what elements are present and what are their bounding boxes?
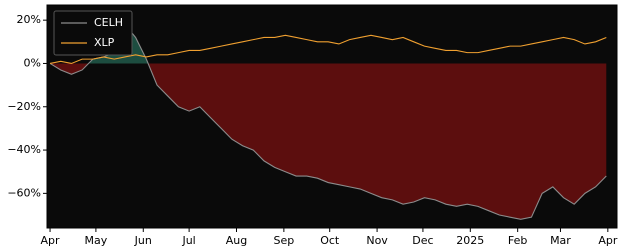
x-tick-label: Oct [320,234,340,247]
x-tick-label: Jul [181,234,195,247]
y-tick-label: −20% [7,100,41,113]
series-line [49,23,607,220]
x-tick-label: Mar [550,234,571,247]
x-tick-label: Dec [412,234,433,247]
x-tick-label: May [85,234,108,247]
legend-box [53,10,133,56]
x-tick-label: Jun [134,234,152,247]
x-tick-label: Nov [366,234,388,247]
y-tick-label: −60% [7,186,41,199]
x-tick-label: Sep [273,234,294,247]
x-tick-label: Apr [41,234,61,247]
x-tick-label: 2025 [456,234,484,247]
y-tick-label: −40% [7,143,41,156]
legend-label: CELH [94,16,123,29]
area-positive [50,24,607,64]
y-tick-label: 20% [17,13,41,26]
x-tick-label: Apr [598,234,618,247]
x-tick-label: Feb [508,234,527,247]
series-line [49,34,607,65]
area-negative [50,63,607,220]
y-tick-label: 0% [24,56,41,69]
x-tick-label: Aug [226,234,247,247]
legend-label: XLP [94,36,115,49]
plot-frame [46,4,618,229]
